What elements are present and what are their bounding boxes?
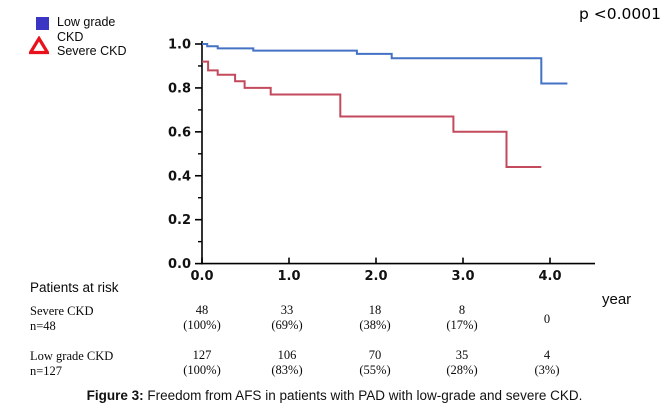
risk-cell: 0 (502, 312, 592, 327)
risk-cell: 127 (100%) (157, 348, 247, 378)
risk-percent: (3%) (534, 363, 560, 377)
risk-count: 35 (455, 348, 469, 362)
y-tick-label: 1.0 (168, 38, 191, 53)
risk-count: 33 (280, 303, 294, 317)
caption-text: Freedom from AFS in patients with PAD wi… (143, 388, 583, 403)
risk-cell: 106 (83%) (242, 348, 332, 378)
risk-cell: 70 (55%) (330, 348, 420, 378)
figure-caption: Figure 3: Freedom from AFS in patients w… (0, 388, 669, 403)
y-tick-label: 0.0 (168, 257, 191, 272)
risk-count: 18 (368, 303, 382, 317)
survival-curve-severe-ckd (202, 60, 542, 168)
y-tick-label: 0.2 (168, 213, 191, 228)
survival-curve-low-grade-ckd (202, 43, 568, 85)
risk-row-label-low-grade: Low grade CKD n=127 (30, 349, 113, 379)
risk-count: 48 (195, 303, 209, 317)
x-tick-label: 3.0 (451, 269, 474, 284)
risk-cell: 35 (28%) (417, 348, 507, 378)
risk-cell: 4 (3%) (502, 348, 592, 378)
risk-percent: (38%) (359, 318, 391, 332)
risk-row-label-severe: Severe CKD n=48 (30, 304, 94, 334)
y-tick-label: 0.8 (168, 81, 191, 96)
risk-row-sublabel: n=48 (30, 319, 56, 333)
y-tick-label: 0.6 (168, 125, 191, 140)
risk-percent: (17%) (446, 318, 478, 332)
low-grade-square-icon (36, 17, 49, 30)
risk-percent: (83%) (271, 363, 303, 377)
risk-table-title: Patients at risk (30, 280, 119, 295)
risk-cell: 48 (100%) (157, 303, 247, 333)
legend-label-severe: Severe CKD (57, 44, 127, 58)
x-axis-unit-label: year (602, 291, 632, 308)
x-tick-label: 0.0 (190, 269, 213, 284)
risk-count: 8 (458, 303, 466, 317)
risk-percent: (100%) (183, 363, 221, 377)
risk-percent: (69%) (271, 318, 303, 332)
risk-count: 4 (543, 348, 551, 362)
y-tick-label: 0.4 (168, 169, 191, 184)
risk-row-sublabel: n=127 (30, 364, 63, 378)
risk-count: 106 (277, 348, 297, 362)
risk-count: 0 (543, 312, 551, 326)
risk-row-label-line: Low grade CKD (30, 349, 114, 363)
risk-count: 70 (368, 348, 382, 362)
risk-cell: 33 (69%) (242, 303, 332, 333)
risk-count: 127 (192, 348, 212, 362)
p-value-annotation: p <0.0001 (579, 5, 661, 23)
severe-triangle-icon (29, 36, 49, 55)
risk-cell: 18 (38%) (330, 303, 420, 333)
legend-label-low-grade: Low grade CKD (57, 15, 116, 44)
risk-cell: 8 (17%) (417, 303, 507, 333)
risk-percent: (28%) (446, 363, 478, 377)
risk-percent: (100%) (183, 318, 221, 332)
caption-prefix: Figure 3: (86, 388, 144, 403)
x-tick-label: 4.0 (538, 269, 561, 284)
x-tick-label: 1.0 (277, 269, 300, 284)
risk-percent: (55%) (359, 363, 391, 377)
risk-row-label-line: Severe CKD (30, 304, 94, 318)
x-tick-label: 2.0 (364, 269, 387, 284)
